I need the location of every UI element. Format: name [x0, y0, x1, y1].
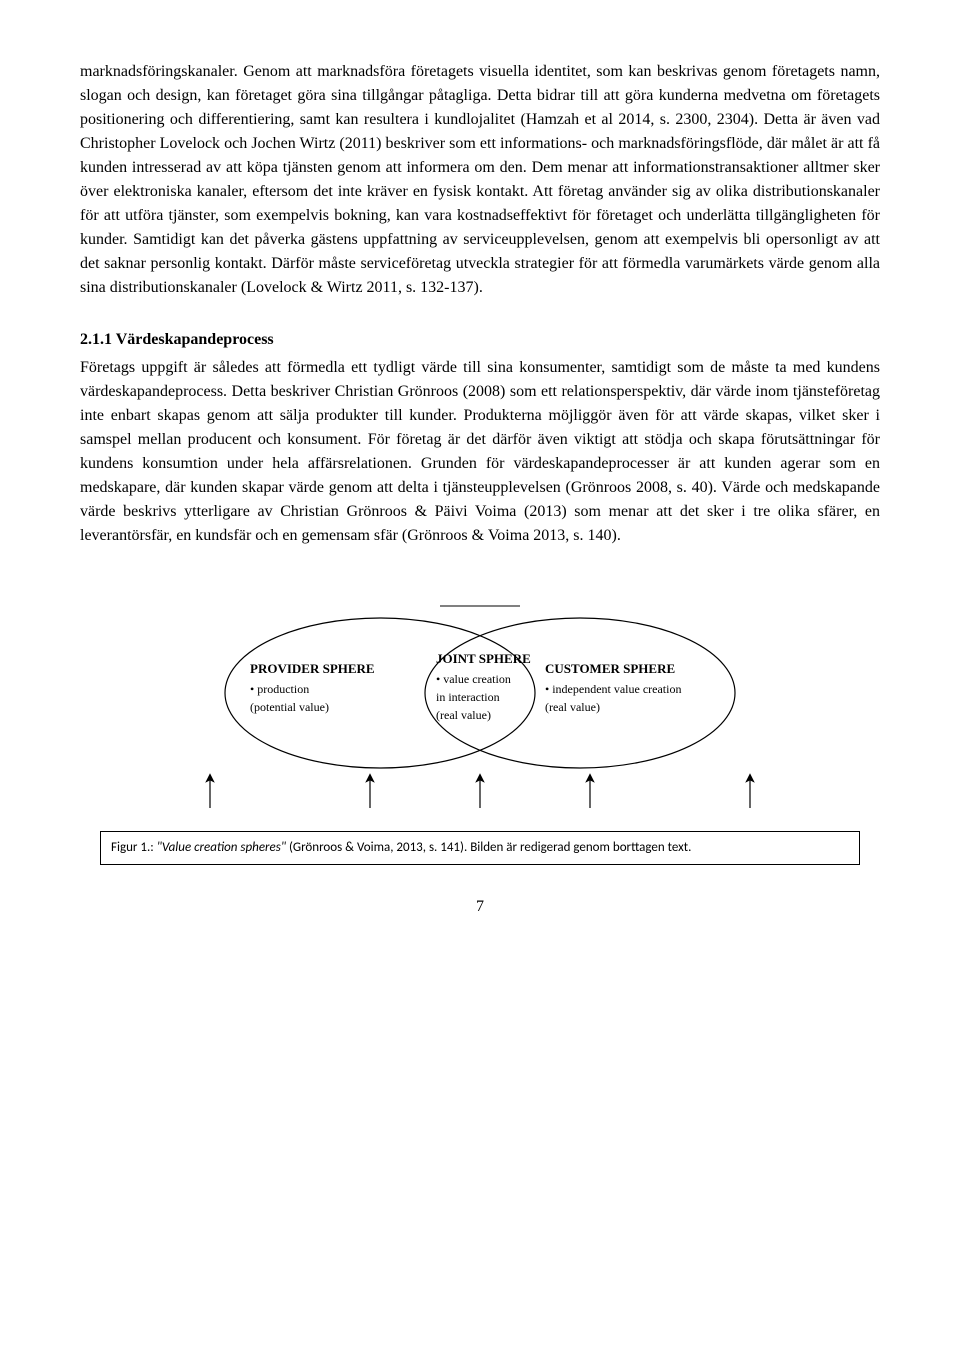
figure-label: Figur 1.:: [111, 840, 157, 855]
arrow-group: [210, 778, 750, 808]
customer-item1: • independent value creation: [545, 682, 681, 696]
paragraph-1: marknadsföringskanaler. Genom att markna…: [80, 60, 880, 300]
venn-diagram: PROVIDER SPHERE • production (potential …: [80, 578, 880, 865]
provider-item1: • production: [250, 682, 309, 696]
provider-item2: (potential value): [250, 700, 329, 714]
figure-title: "Value creation spheres": [157, 840, 289, 855]
customer-item2: (real value): [545, 700, 600, 714]
page-number: 7: [80, 895, 880, 919]
joint-title: JOINT SPHERE: [436, 651, 531, 666]
joint-item1: • value creation: [436, 672, 511, 686]
provider-title: PROVIDER SPHERE: [250, 661, 375, 676]
paragraph-2: Företags uppgift är således att förmedla…: [80, 356, 880, 548]
joint-item3: (real value): [436, 708, 491, 722]
section-heading: 2.1.1 Värdeskapandeprocess: [80, 328, 880, 352]
figure-rest: (Grönroos & Voima, 2013, s. 141). Bilden…: [289, 840, 692, 855]
figure-caption: Figur 1.: "Value creation spheres" (Grön…: [100, 831, 860, 865]
joint-item2: in interaction: [436, 690, 500, 704]
customer-title: CUSTOMER SPHERE: [545, 661, 675, 676]
